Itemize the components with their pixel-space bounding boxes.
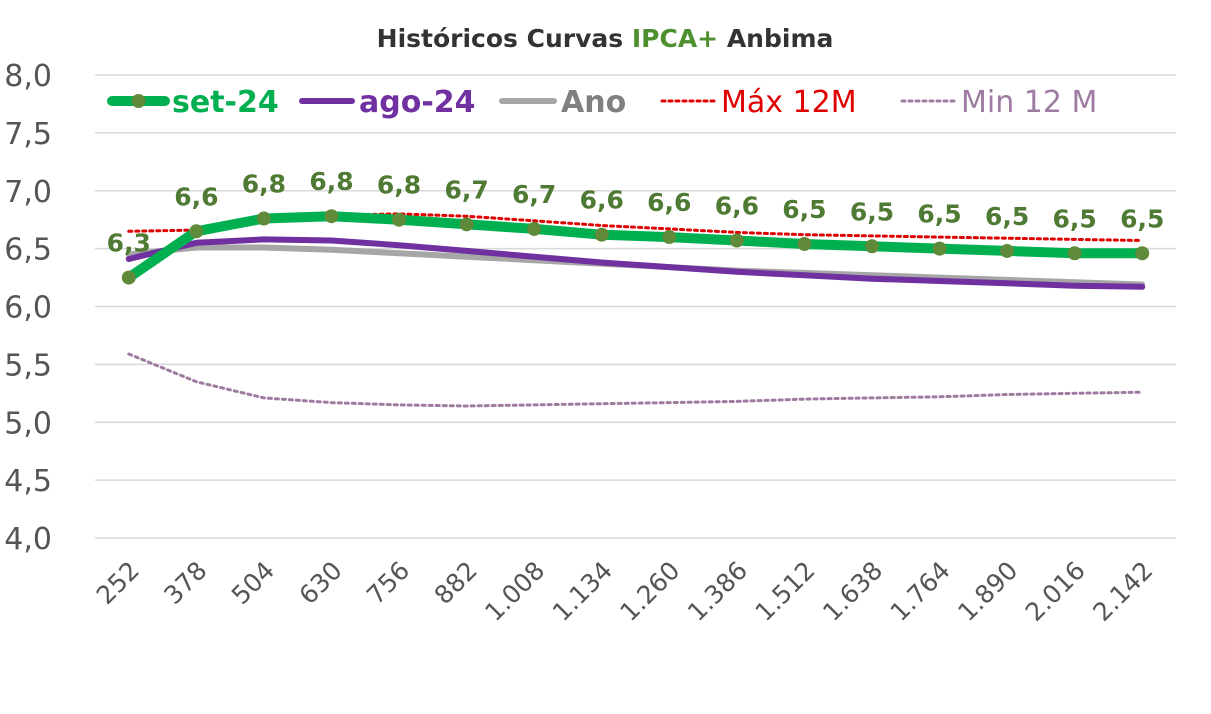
x-tick-label: 252 xyxy=(91,556,145,610)
data-point xyxy=(459,217,474,232)
data-point xyxy=(189,224,204,239)
data-label: 6,5 xyxy=(782,195,826,224)
data-point xyxy=(932,241,947,256)
data-point xyxy=(662,230,677,245)
data-label: 6,8 xyxy=(309,167,353,196)
x-tick-label: 378 xyxy=(158,556,212,610)
x-tick-label: 2.142 xyxy=(1087,556,1158,627)
chart-title: Históricos Curvas IPCA+ Anbima xyxy=(377,24,834,53)
grid-lines xyxy=(95,74,1176,539)
data-point xyxy=(1000,243,1015,258)
y-tick-label: 8,0 xyxy=(4,59,52,94)
data-point xyxy=(1135,246,1150,261)
legend-label: Min 12 M xyxy=(961,85,1097,120)
title-part-accent: IPCA+ xyxy=(632,24,718,53)
data-point xyxy=(797,236,812,251)
x-tick-label: 1.638 xyxy=(817,556,888,627)
data-point xyxy=(864,239,879,254)
data-label: 6,6 xyxy=(174,182,218,211)
x-tick-label: 882 xyxy=(429,556,483,610)
data-label: 6,6 xyxy=(580,186,624,215)
x-tick-label: 504 xyxy=(226,556,280,610)
data-label: 6,6 xyxy=(647,188,691,217)
x-tick-label: 1.890 xyxy=(952,556,1023,627)
x-tick-label: 1.764 xyxy=(885,556,956,627)
data-label: 6,5 xyxy=(850,197,894,226)
x-tick-label: 756 xyxy=(361,556,415,610)
data-label: 6,5 xyxy=(1053,204,1097,233)
x-tick-label: 2.016 xyxy=(1020,556,1091,627)
data-point xyxy=(324,209,339,224)
series-markers xyxy=(121,209,1150,285)
x-axis: 252 378 504 630 756 8821.0081.1341.2601.3861.… xyxy=(91,556,1159,627)
data-label: 6,7 xyxy=(512,180,556,209)
legend-label: ago-24 xyxy=(359,85,476,120)
data-point xyxy=(594,227,609,242)
series-line-set-24 xyxy=(123,211,1148,283)
y-tick-label: 7,5 xyxy=(4,117,52,152)
x-tick-label: 1.386 xyxy=(682,556,753,627)
y-tick-label: 5,5 xyxy=(4,348,52,383)
series-line-ago-24 xyxy=(125,236,1146,290)
legend-label: set-24 xyxy=(172,85,279,120)
data-label: 6,5 xyxy=(1120,204,1164,233)
title-part-3: Anbima xyxy=(718,24,833,53)
x-tick-label: 1.260 xyxy=(614,556,685,627)
legend-label: Máx 12M xyxy=(721,85,857,120)
x-tick-label: 1.512 xyxy=(750,556,821,627)
series-line-Min 12 M xyxy=(127,352,1144,408)
y-tick-label: 6,5 xyxy=(4,233,52,268)
y-tick-label: 4,0 xyxy=(4,522,52,557)
title-part-1: Históricos Curvas xyxy=(377,24,632,53)
data-label: 6,5 xyxy=(917,200,961,229)
data-label: 6,8 xyxy=(377,171,421,200)
legend: set-24 ago-24 Ano Máx 12M Min 12 M xyxy=(107,85,1097,120)
data-point xyxy=(392,212,407,227)
y-tick-label: 6,0 xyxy=(4,291,52,326)
data-label: 6,6 xyxy=(715,192,759,221)
y-tick-label: 5,0 xyxy=(4,406,52,441)
x-tick-label: 1.134 xyxy=(547,556,618,627)
y-axis: 4,0 4,5 5,0 5,5 6,0 6,5 7,0 7,5 8,0 xyxy=(4,59,52,557)
data-labels: 6,3 6,6 6,8 6,8 6,8 6,7 6,7 6,6 6,6 6,6 6,5 6,5 6,5 6… xyxy=(107,167,1165,257)
legend-label: Ano xyxy=(561,85,626,120)
data-label: 6,5 xyxy=(985,202,1029,231)
data-label: 6,3 xyxy=(107,229,151,258)
legend-marker xyxy=(131,94,146,108)
x-tick-label: 1.008 xyxy=(479,556,550,627)
y-tick-label: 7,0 xyxy=(4,175,52,210)
data-point xyxy=(256,211,271,226)
data-label: 6,7 xyxy=(444,175,488,204)
data-point xyxy=(121,270,136,285)
data-point xyxy=(527,221,542,236)
x-tick-label: 630 xyxy=(293,556,347,610)
data-point xyxy=(1067,246,1082,261)
y-tick-label: 4,5 xyxy=(4,464,52,499)
series-lines xyxy=(123,211,1148,408)
data-point xyxy=(729,233,744,248)
data-label: 6,8 xyxy=(242,170,286,199)
